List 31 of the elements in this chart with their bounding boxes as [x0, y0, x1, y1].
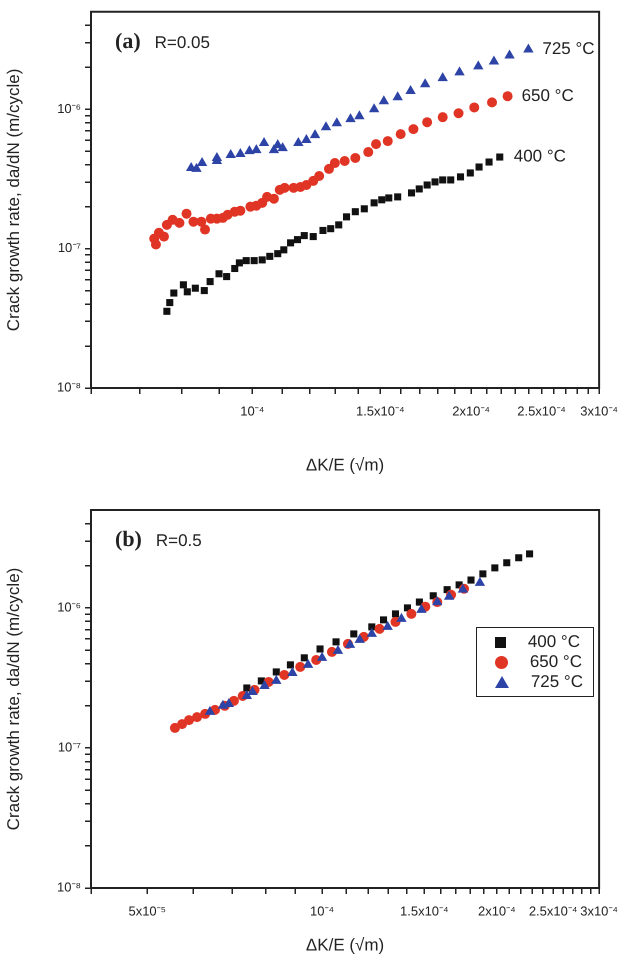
- x-tick-label: 10⁻⁴: [240, 403, 264, 418]
- x-axis-title: ΔK/E (√m): [306, 935, 384, 954]
- legend-label: 400 °C: [528, 632, 580, 652]
- x-tick-label: 3x10⁻⁴: [580, 403, 618, 418]
- x-tick-label: 3x10⁻⁴: [580, 903, 618, 918]
- y-tick-label: 10⁻⁷: [58, 740, 82, 755]
- y-tick-label: 10⁻⁸: [57, 380, 81, 395]
- x-tick-label: 10⁻⁴: [310, 903, 334, 918]
- text: (b): [115, 526, 142, 551]
- text: R=0.5: [156, 531, 202, 550]
- text: R=0.05: [154, 32, 210, 52]
- y-tick-label: 10⁻⁶: [57, 599, 81, 614]
- x-tick-label: 2.5x10⁻⁴: [528, 903, 578, 918]
- series-label: 400 °C: [514, 146, 566, 166]
- legend-label: 725 °C: [530, 672, 583, 692]
- x-tick-label: 2x10⁻⁴: [478, 903, 516, 918]
- x-tick-label: 1.5x10⁻⁴: [356, 403, 405, 418]
- x-tick-label: 5x10⁻⁵: [128, 903, 166, 918]
- y-tick-label: 10⁻⁷: [58, 240, 82, 256]
- y-tick-label: 10⁻⁸: [57, 880, 81, 895]
- y-axis-title: Crack growth rate, da/dN (m/cycle): [4, 68, 23, 332]
- text: (a): [115, 28, 141, 53]
- x-tick-label: 1.5x10⁻⁴: [400, 903, 449, 918]
- y-axis-title: Crack growth rate, da/dN (m/cycle): [4, 568, 23, 830]
- series-label: 725 °C: [542, 39, 595, 58]
- x-tick-label: 2x10⁻⁴: [452, 403, 490, 418]
- x-axis-title: ΔK/E (√m): [306, 455, 384, 474]
- legend-label: 650 °C: [530, 652, 582, 672]
- y-tick-label: 10⁻⁶: [57, 100, 81, 116]
- x-tick-label: 2.5x10⁻⁴: [517, 403, 566, 418]
- series-label: 650 °C: [522, 86, 574, 105]
